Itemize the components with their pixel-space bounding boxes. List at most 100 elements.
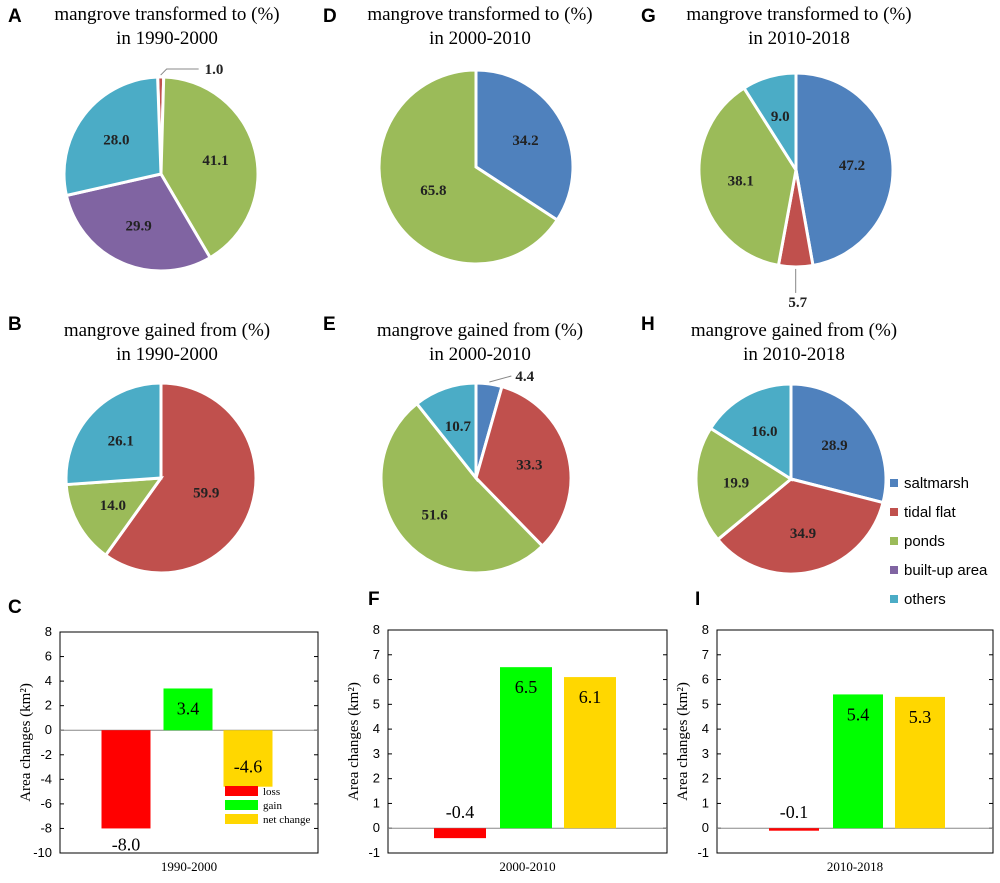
pie-label-A-tidal_flat: 1.0 <box>205 62 224 78</box>
plot-frame-I <box>716 629 994 854</box>
chart-title-G: mangrove transformed to (%) <box>686 4 911 25</box>
bar-I-loss <box>769 828 819 831</box>
y-tick-label: -8 <box>40 820 52 835</box>
plot-frame-F <box>387 629 668 854</box>
bar-value-label-F-gain: 6.5 <box>515 677 538 697</box>
y-tick-label: 1 <box>702 795 709 810</box>
pie-slice-H-ponds <box>694 426 794 542</box>
pie-label-A-others: 28.0 <box>103 133 129 149</box>
pie-label-G-ponds: 38.1 <box>728 174 754 190</box>
legend-swatch-ponds <box>890 537 898 545</box>
leader-line-A <box>160 68 199 76</box>
chart-title-D: mangrove transformed to (%) <box>367 4 592 25</box>
pie-slice-B-tidal_flat <box>103 381 258 575</box>
pie-slice-E-ponds <box>379 401 545 575</box>
y-tick-label: 8 <box>45 624 52 639</box>
y-tick-label: 0 <box>45 722 52 737</box>
bar-value-label-C-loss: -8.0 <box>112 834 141 854</box>
pie-label-A-ponds: 41.1 <box>202 153 228 169</box>
pie-slice-A-built_up_area <box>64 172 213 273</box>
legend-label-ponds: ponds <box>904 533 945 550</box>
leader-line-E <box>489 375 512 383</box>
pie-chart-G: 47.2 5.7 38.1 9.0 <box>697 71 895 311</box>
pie-slice-D-ponds <box>377 68 560 266</box>
pie-label-B-tidal_flat: 59.9 <box>193 486 219 502</box>
chart-title-B: mangrove gained from (%) <box>64 320 270 341</box>
y-tick-label: -1 <box>368 845 380 860</box>
legend-label-saltmarsh: saltmarsh <box>904 475 969 492</box>
bar-legend-label-net_change: net change <box>263 814 310 826</box>
pie-slice-G-others <box>741 71 798 176</box>
bar-I-gain <box>833 694 883 829</box>
pie-chart-H: 28.9 34.9 19.9 16.0 <box>694 382 888 576</box>
pie-slice-A-others <box>62 75 163 198</box>
pie-label-E-saltmarsh: 4.4 <box>515 369 534 385</box>
chart-subtitle-A: in 1990-2000 <box>116 28 218 49</box>
chart-subtitle-H: in 2010-2018 <box>743 344 845 365</box>
chart-title-A: mangrove transformed to (%) <box>54 4 279 25</box>
pie-label-H-ponds: 19.9 <box>723 476 749 492</box>
y-tick-label: 5 <box>373 696 380 711</box>
bar-F-gain <box>500 667 552 829</box>
bar-C-loss <box>101 730 151 829</box>
y-tick-label: 7 <box>702 647 709 662</box>
bar-value-label-I-loss: -0.1 <box>780 802 809 822</box>
pie-slice-G-saltmarsh <box>794 71 895 268</box>
pie-chart-E: 4.4 33.3 51.6 10.7 <box>379 369 573 575</box>
bar-C-gain <box>163 688 213 731</box>
bar-C-net_change <box>223 730 273 787</box>
panel-letter-A: A <box>8 6 22 27</box>
pie-label-H-saltmarsh: 28.9 <box>821 438 847 454</box>
bar-value-label-I-net_change: 5.3 <box>909 707 932 727</box>
bar-F-loss <box>434 828 486 839</box>
bar-I-net_change <box>895 696 945 829</box>
y-tick-label: 4 <box>45 673 52 688</box>
pie-slice-H-others <box>708 382 793 482</box>
y-tick-label: -1 <box>697 845 709 860</box>
pie-label-H-others: 16.0 <box>751 424 777 440</box>
chart-title-H: mangrove gained from (%) <box>691 320 897 341</box>
pie-label-E-ponds: 51.6 <box>422 507 449 523</box>
pie-label-D-ponds: 65.8 <box>420 183 446 199</box>
bar-value-label-C-gain: 3.4 <box>177 698 200 718</box>
legend-label-others: others <box>904 591 946 608</box>
panel-letter-B: B <box>8 314 22 335</box>
panel-letter-I: I <box>695 589 700 610</box>
plot-frame-C <box>59 631 319 854</box>
bar-chart-F: -1 0 1 2 3 4 5 6 7 8 Area changes (km²) 2000-2010 -0… <box>346 622 668 874</box>
bar-value-label-C-net_change: -4.6 <box>234 757 263 777</box>
pie-label-D-saltmarsh: 34.2 <box>512 133 538 149</box>
legend-swatch-tidal_flat <box>890 508 898 516</box>
y-tick-label: 1 <box>373 795 380 810</box>
bar-chart-C: -10 -8 -6 -4 -2 0 2 4 6 8 Area changes (km²) 1990-2… <box>18 624 319 874</box>
legend-swatch-saltmarsh <box>890 479 898 487</box>
bar-legend-swatch-gain <box>225 800 258 810</box>
y-tick-label: -2 <box>40 747 52 762</box>
panel-letter-F: F <box>368 589 380 610</box>
pie-label-G-saltmarsh: 47.2 <box>839 158 865 174</box>
x-axis-label-C: 1990-2000 <box>161 859 217 874</box>
pie-chart-D: 34.2 65.8 <box>377 68 575 266</box>
y-tick-label: 6 <box>702 672 709 687</box>
pie-label-G-tidal_flat: 5.7 <box>788 295 807 311</box>
pie-label-A-built_up_area: 29.9 <box>126 219 152 235</box>
pie-chart-B: 59.9 14.0 26.1 <box>64 381 258 575</box>
legend-label-built_up_area: built-up area <box>904 562 988 579</box>
pie-label-H-tidal_flat: 34.9 <box>790 526 816 542</box>
pie-label-E-tidal_flat: 33.3 <box>516 457 542 473</box>
bar-chart-I: -1 0 1 2 3 4 5 6 7 8 Area changes (km²) 2010-2018 -0… <box>675 622 994 874</box>
panel-letter-G: G <box>641 6 656 27</box>
y-axis-title-C: Area changes (km²) <box>18 683 34 802</box>
y-tick-label: 0 <box>373 820 380 835</box>
chart-title-E: mangrove gained from (%) <box>377 320 583 341</box>
y-tick-label: 6 <box>45 649 52 664</box>
chart-subtitle-B: in 1990-2000 <box>116 344 218 365</box>
y-axis-title-F: Area changes (km²) <box>346 682 362 801</box>
pie-slice-E-others <box>414 381 478 483</box>
pie-slice-B-ponds <box>64 476 165 558</box>
bar-legend-swatch-loss <box>225 786 258 796</box>
bar-value-label-F-net_change: 6.1 <box>579 687 602 707</box>
legend-label-tidal_flat: tidal flat <box>904 504 957 521</box>
bar-legend-label-gain: gain <box>263 800 282 812</box>
